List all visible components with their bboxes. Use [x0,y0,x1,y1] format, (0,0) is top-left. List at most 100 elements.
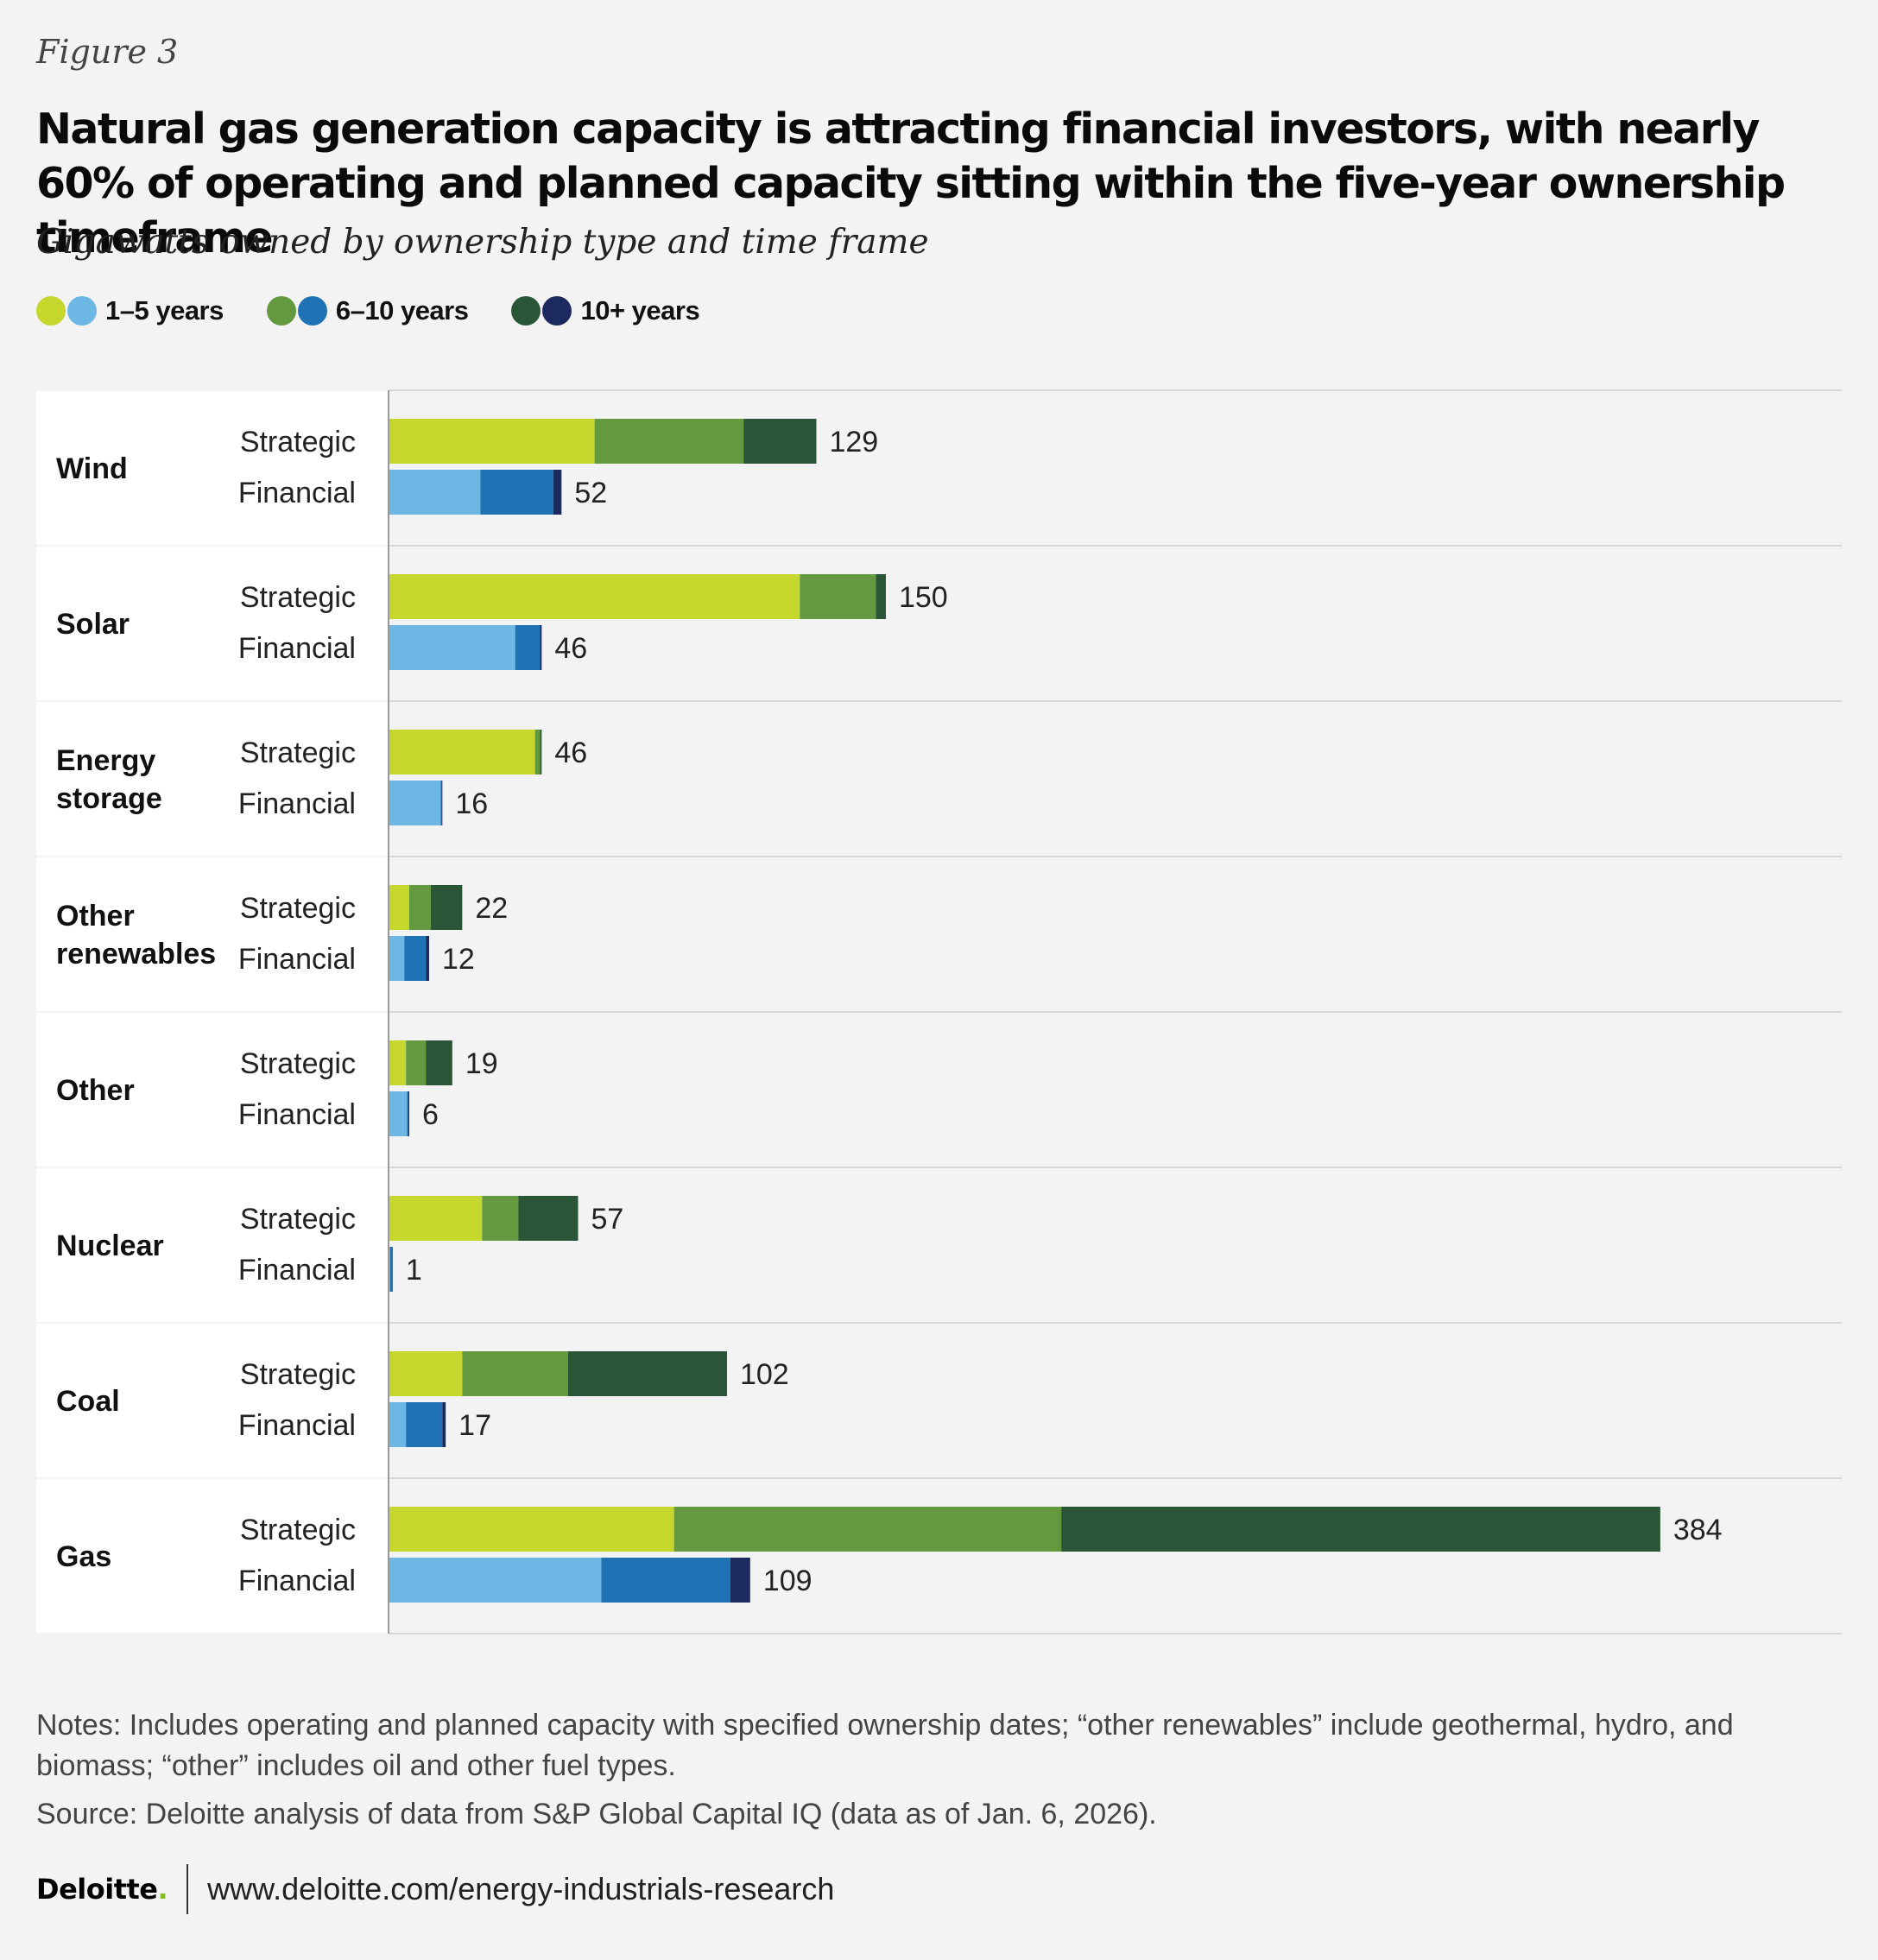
bar-other-renewables-financial-1-5-years [389,936,405,981]
ownership-label-financial: Financial [238,632,356,665]
bar-wind-strategic-6-10-years [594,419,744,464]
bar-nuclear-financial-1-5-years [389,1247,390,1292]
legend-label: 1–5 years [105,295,224,326]
bar-other-renewables-financial-10-years [426,936,429,981]
ownership-label-financial: Financial [238,787,356,820]
legend-swatch-financial-10-plus [542,296,572,326]
bar-coal-strategic-6-10-years [462,1351,568,1396]
category-label-wind: Wind [56,452,128,485]
category-label-solar: Solar [56,608,130,641]
total-label-solar-strategic: 150 [899,581,948,614]
bar-wind-financial-1-5-years [389,470,481,515]
bar-other-renewables-strategic-1-5-years [389,885,409,930]
ownership-label-strategic: Strategic [240,581,356,614]
row-band-other-renewables [36,857,389,1011]
ownership-label-financial: Financial [238,1409,356,1442]
ownership-label-financial: Financial [238,1098,356,1131]
bar-other-financial-6-10-years [407,1091,408,1136]
ownership-label-strategic: Strategic [240,1203,356,1236]
total-label-coal-strategic: 102 [740,1358,789,1391]
footer-divider [187,1864,189,1914]
bar-other-strategic-10-years [426,1040,452,1085]
bar-coal-strategic-1-5-years [389,1351,463,1396]
bar-solar-strategic-6-10-years [800,574,876,619]
total-label-wind-strategic: 129 [829,426,878,458]
bar-solar-financial-6-10-years [515,625,541,670]
chart-notes: Notes: Includes operating and planned ca… [36,1709,1734,1782]
bar-solar-strategic-1-5-years [389,574,800,619]
total-label-energy-storage-strategic: 46 [554,737,587,769]
bar-coal-strategic-10-years [567,1351,727,1396]
bar-nuclear-financial-6-10-years [389,1247,393,1292]
total-label-other-financial: 6 [422,1098,439,1131]
total-label-other-renewables-financial: 12 [442,943,475,976]
ownership-label-strategic: Strategic [240,426,356,458]
total-label-wind-financial: 52 [574,477,607,509]
bar-coal-financial-6-10-years [406,1402,443,1447]
total-label-other-strategic: 19 [465,1047,498,1080]
legend-swatch-strategic-10-plus [511,296,541,326]
ownership-label-strategic: Strategic [240,737,356,769]
total-label-energy-storage-financial: 16 [455,787,488,820]
bar-energy-storage-strategic-1-5-years [389,730,535,775]
stacked-bar-chart: Wind Strategic 129 Financial 52 Solar Strategi… [36,389,1842,1634]
category-label-energy-storage: storage [56,782,162,815]
chart-subtitle: Gigawatts owned by ownership type and ti… [36,223,929,262]
bar-gas-financial-6-10-years [601,1558,730,1603]
bar-gas-financial-1-5-years [389,1558,602,1603]
ownership-label-strategic: Strategic [240,1358,356,1391]
chart-source: Source: Deloitte analysis of data from S… [36,1798,1157,1830]
ownership-label-financial: Financial [238,1254,356,1287]
ownership-label-strategic: Strategic [240,892,356,925]
bar-solar-financial-10-years [540,625,542,670]
bar-gas-financial-10-years [730,1558,750,1603]
row-band-nuclear [36,1168,389,1322]
row-band-solar [36,547,389,700]
category-label-other-renewables: renewables [56,938,216,971]
row-band-coal [36,1324,389,1477]
row-band-energy-storage [36,702,389,856]
row-band-other [36,1013,389,1167]
brand-name: Deloitte [36,1873,158,1906]
category-label-other: Other [56,1074,135,1107]
bar-coal-financial-10-years [442,1402,446,1447]
total-label-coal-financial: 17 [458,1409,491,1442]
bar-other-renewables-financial-6-10-years [404,936,427,981]
row-band-wind [36,391,389,545]
bar-wind-strategic-10-years [743,419,817,464]
total-label-gas-financial: 109 [763,1565,813,1597]
bar-energy-storage-financial-1-5-years [389,781,441,825]
bar-gas-strategic-6-10-years [673,1507,1062,1552]
bar-solar-financial-1-5-years [389,625,515,670]
category-label-energy-storage: Energy [56,744,155,777]
figure-label: Figure 3 [36,33,179,71]
bar-nuclear-strategic-10-years [518,1196,579,1241]
ownership-label-strategic: Strategic [240,1047,356,1080]
total-label-gas-strategic: 384 [1673,1514,1723,1546]
legend-swatch-strategic-1-5 [36,296,66,326]
legend-label: 10+ years [580,295,700,326]
ownership-label-strategic: Strategic [240,1514,356,1546]
bar-wind-strategic-1-5-years [389,419,595,464]
bar-nuclear-strategic-1-5-years [389,1196,483,1241]
bar-nuclear-strategic-6-10-years [482,1196,519,1241]
bar-other-financial-1-5-years [389,1091,408,1136]
total-label-nuclear-strategic: 57 [591,1203,623,1236]
bar-energy-storage-strategic-10-years [540,730,542,775]
total-label-nuclear-financial: 1 [406,1254,422,1287]
bar-wind-financial-6-10-years [480,470,553,515]
bar-other-renewables-strategic-10-years [430,885,463,930]
chart-title: Natural gas generation capacity is attra… [36,104,1786,262]
brand-dot: . [157,1873,168,1906]
footer-url-link[interactable]: www.deloitte.com/energy-industrials-rese… [207,1871,835,1906]
bar-energy-storage-strategic-6-10-years [534,730,541,775]
total-label-solar-financial: 46 [554,632,587,665]
legend: 1–5 years 6–10 years 10+ years [36,294,743,328]
category-label-nuclear: Nuclear [56,1230,164,1262]
footer: Deloitte. www.deloitte.com/energy-indust… [36,1863,834,1915]
legend-item-10-plus-years: 10+ years [511,295,700,326]
legend-swatch-financial-1-5 [67,296,97,326]
row-band-gas [36,1479,389,1633]
bar-coal-financial-1-5-years [389,1402,407,1447]
category-label-gas: Gas [56,1540,111,1573]
